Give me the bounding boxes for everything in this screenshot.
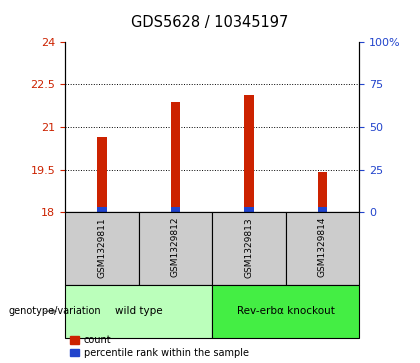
Bar bbox=[171, 102, 180, 212]
Text: genotype/variation: genotype/variation bbox=[8, 306, 101, 316]
Bar bbox=[65, 285, 212, 338]
Bar bbox=[212, 212, 286, 285]
Bar bbox=[212, 285, 359, 338]
Text: GSM1329814: GSM1329814 bbox=[318, 217, 327, 277]
Legend: count, percentile rank within the sample: count, percentile rank within the sample bbox=[70, 335, 249, 358]
Text: GSM1329812: GSM1329812 bbox=[171, 217, 180, 277]
Text: GSM1329813: GSM1329813 bbox=[244, 217, 253, 278]
Text: wild type: wild type bbox=[115, 306, 163, 316]
Bar bbox=[244, 207, 254, 212]
Bar bbox=[97, 207, 107, 212]
Text: GSM1329811: GSM1329811 bbox=[97, 217, 106, 278]
Bar bbox=[171, 207, 180, 212]
Bar bbox=[286, 212, 359, 285]
Bar bbox=[97, 137, 107, 212]
Bar bbox=[318, 172, 327, 212]
Text: Rev-erbα knockout: Rev-erbα knockout bbox=[236, 306, 335, 316]
Bar bbox=[139, 212, 212, 285]
Bar bbox=[318, 207, 327, 212]
Bar bbox=[244, 95, 254, 212]
Bar bbox=[65, 212, 139, 285]
Text: GDS5628 / 10345197: GDS5628 / 10345197 bbox=[131, 15, 289, 29]
